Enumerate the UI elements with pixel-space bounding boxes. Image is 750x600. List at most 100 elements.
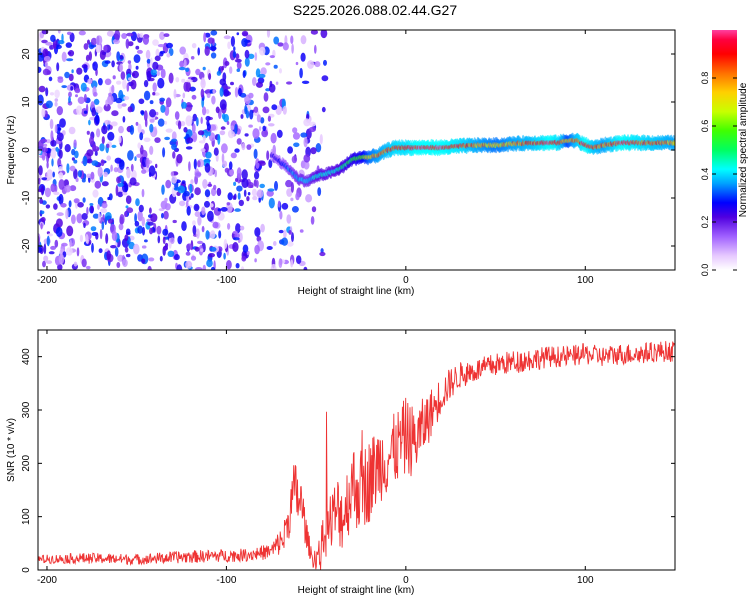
spectrogram-xtick-label: 0 [403,275,409,286]
noise-blob [200,148,206,153]
noise-blob [43,243,47,255]
noise-blob [122,78,127,90]
noise-blob [50,130,54,141]
noise-blob [88,119,91,126]
noise-blob [288,230,292,235]
noise-blob [38,94,44,106]
colorbar-tick-label: 0.0 [700,264,710,277]
noise-blob [53,191,60,196]
noise-blob [127,150,134,161]
noise-blob [307,60,315,69]
noise-blob [201,206,206,216]
noise-blob [111,110,119,117]
noise-blob [99,50,106,60]
noise-blob [75,177,79,183]
noise-blob [194,246,200,252]
noise-blob [162,228,169,236]
noise-blob [114,157,122,164]
noise-blob [171,138,178,142]
noise-blob [236,61,242,70]
noise-blob [139,132,144,141]
noise-blob [57,40,65,45]
noise-blob [146,70,152,82]
noise-blob [212,88,216,94]
noise-blob [209,46,217,51]
noise-blob [227,223,231,230]
noise-blob [273,64,278,69]
noise-blob [181,180,186,185]
noise-blob [221,65,225,71]
noise-blob [54,98,59,102]
noise-blob [50,183,56,193]
spectrogram-ytick-label: -20 [21,238,32,253]
noise-blob [177,185,185,194]
noise-blob [171,143,177,150]
noise-blob [186,205,191,216]
noise-blob [54,124,58,133]
noise-blob [114,247,119,257]
noise-blob [253,106,259,113]
noise-blob [186,137,194,144]
noise-blob [221,113,226,120]
noise-blob [69,32,75,43]
noise-blob [68,126,76,135]
noise-blob [81,258,87,268]
noise-blob [119,55,124,60]
noise-blob [137,33,140,39]
noise-blob [118,223,124,231]
noise-blob [61,85,67,89]
noise-blob [286,81,293,85]
noise-blob [45,41,53,46]
noise-blob [149,145,154,155]
noise-blob [77,96,85,105]
noise-blob [236,138,242,145]
colorbar-label: Normalized spectral amplitude [738,82,749,217]
snr-plot-area [38,341,675,570]
noise-blob [105,99,108,107]
noise-blob [56,212,64,217]
noise-blob [218,230,222,239]
noise-blob [121,103,127,107]
noise-blob [210,52,217,59]
noise-blob [57,30,61,34]
noise-blob [275,81,279,85]
noise-blob [81,178,86,183]
noise-blob [175,77,180,83]
noise-blob [277,42,284,47]
noise-blob [111,231,118,241]
noise-blob [207,37,215,44]
noise-blob [58,179,65,190]
noise-blob [223,252,226,260]
noise-blob [206,259,213,268]
noise-blob [63,179,69,187]
noise-blob [141,216,145,227]
noise-blob [170,171,175,177]
noise-blob [55,226,63,238]
noise-blob [76,247,80,257]
noise-blob [224,86,231,90]
noise-blob [281,202,289,210]
noise-blob [103,45,108,53]
noise-blob [190,56,195,60]
noise-blob [310,147,317,155]
noise-blob [173,187,181,191]
noise-blob [40,216,46,223]
noise-blob [177,120,182,130]
noise-blob [86,130,90,135]
noise-blob [99,143,105,152]
noise-blob [73,261,78,267]
noise-blob [45,139,52,144]
noise-blob [124,183,128,193]
noise-blob [185,115,193,127]
noise-blob [117,103,121,108]
noise-blob [44,187,52,198]
noise-blob [254,227,261,237]
noise-blob [185,102,193,112]
noise-blob [268,83,276,93]
noise-blob [195,267,203,270]
spectrogram-xlabel: Height of straight line (km) [298,286,415,297]
noise-blob [104,60,111,64]
noise-blob [197,240,203,245]
noise-blob [46,161,49,169]
